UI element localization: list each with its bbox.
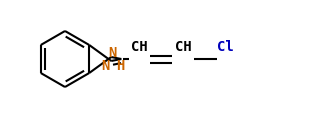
Text: N: N: [108, 46, 117, 60]
Text: H: H: [116, 59, 125, 73]
Text: CH: CH: [175, 40, 192, 54]
Text: Cl: Cl: [217, 40, 234, 54]
Text: N: N: [101, 59, 109, 73]
Text: CH: CH: [131, 40, 148, 54]
